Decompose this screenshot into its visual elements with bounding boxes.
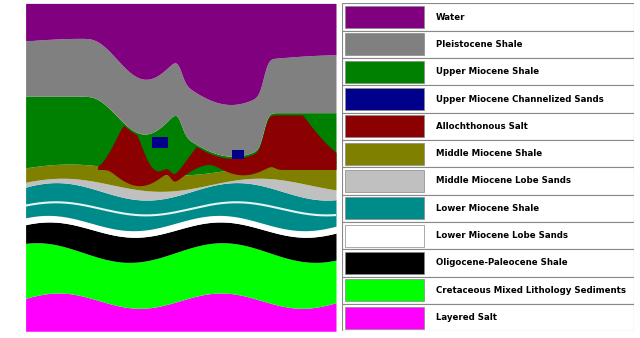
Bar xyxy=(342,58,634,86)
Text: Lower Miocene Lobe Sands: Lower Miocene Lobe Sands xyxy=(436,231,568,240)
Bar xyxy=(346,6,424,28)
Bar xyxy=(342,167,634,195)
Bar xyxy=(346,197,424,219)
Bar xyxy=(346,143,424,165)
Bar xyxy=(346,88,424,110)
Bar xyxy=(346,224,424,247)
Bar xyxy=(346,307,424,329)
Bar xyxy=(346,33,424,55)
Text: Allochthonous Salt: Allochthonous Salt xyxy=(436,122,527,131)
Text: Middle Miocene Shale: Middle Miocene Shale xyxy=(436,149,541,158)
Text: Water: Water xyxy=(436,13,465,22)
Text: Middle Miocene Lobe Sands: Middle Miocene Lobe Sands xyxy=(436,176,571,186)
Bar xyxy=(342,113,634,140)
Bar xyxy=(342,31,634,58)
Bar xyxy=(342,276,634,304)
Bar xyxy=(346,252,424,274)
Bar xyxy=(342,304,634,331)
Bar xyxy=(346,170,424,192)
Bar xyxy=(342,249,634,276)
Bar xyxy=(346,61,424,83)
Bar xyxy=(346,115,424,137)
Bar xyxy=(346,279,424,301)
Bar xyxy=(342,222,634,249)
Text: Pleistocene Shale: Pleistocene Shale xyxy=(436,40,522,49)
Text: Layered Salt: Layered Salt xyxy=(436,313,497,322)
Bar xyxy=(342,195,634,222)
Text: Upper Miocene Channelized Sands: Upper Miocene Channelized Sands xyxy=(436,95,604,103)
Text: Cretaceous Mixed Lithology Sediments: Cretaceous Mixed Lithology Sediments xyxy=(436,286,625,295)
Bar xyxy=(342,140,634,167)
Text: Oligocene-Paleocene Shale: Oligocene-Paleocene Shale xyxy=(436,259,567,267)
Text: Upper Miocene Shale: Upper Miocene Shale xyxy=(436,67,539,76)
Bar xyxy=(342,3,634,31)
Bar xyxy=(342,86,634,113)
Text: Lower Miocene Shale: Lower Miocene Shale xyxy=(436,204,539,213)
